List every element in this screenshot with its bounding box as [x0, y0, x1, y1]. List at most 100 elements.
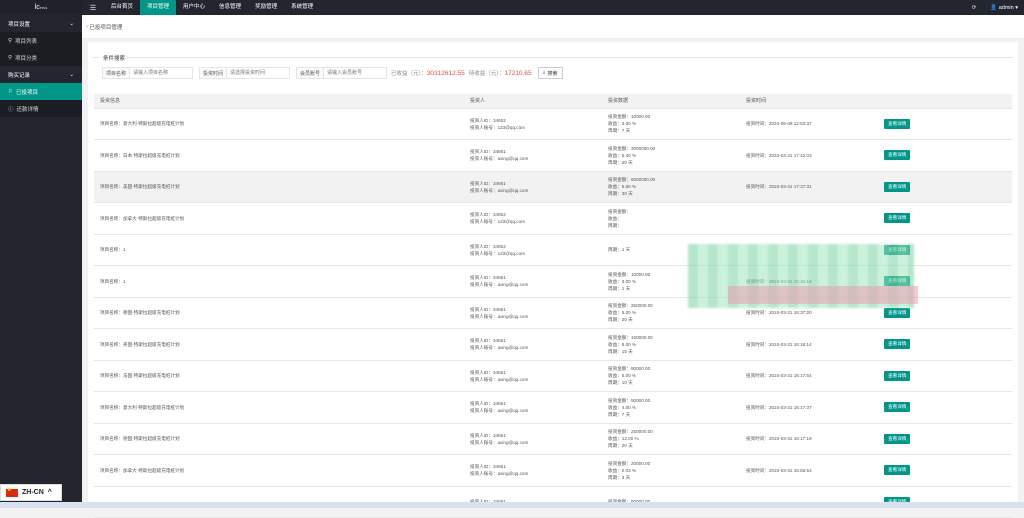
sidebar-item-1-0[interactable]: ⚐ 已投项目 — [0, 83, 82, 100]
view-details-button[interactable]: 查看详情 — [884, 150, 911, 161]
view-details-button[interactable]: 查看详情 — [884, 433, 911, 444]
invest-time-input[interactable] — [226, 67, 291, 79]
invest-amount: 投资金额：80000.00 — [608, 366, 651, 372]
nav-item-4[interactable]: 奖励管理 — [255, 4, 278, 10]
project-cell: 项目名称：德国·特斯拉超级充电桩计划 — [94, 297, 464, 329]
view-details-button[interactable]: 查看详情 — [884, 465, 911, 476]
action-cell: 查看详情 — [878, 171, 1012, 203]
invest-data-cell: 投资金额：8000000.00 收益：5.60 % 周期：30 天 — [602, 171, 740, 203]
project-cell: 项目名称：英国·特斯拉超级充电桩计划 — [94, 328, 464, 361]
view-details-button[interactable]: 查看详情 — [884, 213, 911, 224]
language-switcher[interactable]: ZH-CN^ — [0, 484, 62, 501]
sidebar-item-0-0[interactable]: ⚲ 项目列表 — [0, 32, 82, 49]
logo[interactable]: lc TPLS — [0, 0, 82, 15]
invest-time-cell: 投资时间：2024-03-31 16:17:37 — [740, 391, 878, 424]
investor-id: 投资人ID：34661 — [470, 180, 506, 186]
investor-cell: 投资人ID：34652 投资人账号：123@qq.com — [464, 108, 602, 140]
pending-earning-stat: 待收益（元）：17210.65 — [468, 70, 532, 77]
invest-time: 投资时间：2024-03-31 16:17:54 — [746, 373, 812, 379]
investor-account: 投资人账号：axing@qq.com — [470, 345, 529, 351]
view-details-button[interactable]: 查看详情 — [884, 181, 911, 192]
invest-amount: 投资金额：80000.00 — [608, 498, 740, 505]
invest-period: 周期：1 天 — [608, 247, 631, 253]
investor-id: 投资人ID：34661 — [470, 369, 506, 375]
investor-id: 投资人ID：34661 — [470, 306, 506, 312]
search-legend: 条件搜索 — [100, 54, 129, 62]
table-row: 项目名称：德国·特斯拉超级充电桩计划 投资人ID：34661 投资人账号：axing… — [94, 423, 1012, 455]
nav-item-1[interactable]: 项目管理 — [140, 0, 177, 15]
invest-data-cell: 投资金额：50000.00 收益：4.00 % 周期：7 天 — [602, 391, 740, 424]
sidebar-group-label: 购买记录 — [8, 72, 31, 79]
investor-account: 投资人账号：axing@qq.com — [470, 313, 529, 319]
project-name-input[interactable] — [129, 67, 194, 79]
view-details-button[interactable]: 查看详情 — [884, 307, 911, 318]
invest-time: 投资时间：2024-03-31 16:17:37 — [746, 404, 812, 410]
menu-toggle-icon[interactable]: ☰ — [89, 4, 97, 12]
project-cell: 项目名称：加拿大·特斯拉超级充电桩计划 — [94, 454, 464, 487]
project-name: 项目名称：英国·特斯拉超级充电桩计划 — [100, 341, 180, 347]
invest-period: 周期：20 天 — [608, 317, 633, 323]
invest-time-label: 投资时间 — [199, 67, 227, 79]
investor-id: 投资人ID：34661 — [470, 432, 506, 438]
investor-account: 投资人账号：axing@qq.com — [470, 439, 529, 445]
invest-amount: 投资金额：3000000.00 — [608, 145, 656, 151]
project-name: 项目名称：意大利·特斯拉超级充电桩计划 — [100, 404, 185, 410]
invest-period: 周期： — [608, 222, 622, 228]
nav-item-5[interactable]: 系统管理 — [291, 4, 314, 10]
redacted-area — [728, 286, 918, 304]
invest-time-cell — [740, 202, 878, 235]
table-row: 项目名称：英国·特斯拉超级充电桩计划 投资人ID：34661 投资人账号：axing… — [94, 328, 1012, 361]
column-header: 投资时间 — [740, 94, 878, 109]
invest-data-cell: 投资金额：80000.00 收益：5.00 % 周期：10 天 — [602, 360, 740, 392]
invest-amount: 投资金额：10000.00 — [608, 114, 651, 120]
invest-period: 周期：20 天 — [608, 443, 633, 449]
investor-account: 投资人账号：123@qq.com — [470, 250, 525, 256]
action-cell: 查看详情 — [878, 139, 1012, 172]
invest-rate: 收益：5.00 % — [608, 310, 637, 316]
invest-amount: 投资金额： — [608, 208, 631, 214]
view-details-button[interactable]: 查看详情 — [884, 370, 911, 381]
invest-amount: 投资金额：10000.00 — [608, 271, 651, 277]
member-account-label: 会员账号 — [296, 67, 324, 79]
invest-amount: 投资金额：20000.00 — [608, 460, 651, 466]
member-account-input[interactable] — [323, 67, 388, 79]
investor-id: 投资人ID：34652 — [470, 117, 506, 123]
link-icon: ⚲ — [8, 54, 13, 61]
investor-account: 投资人账号：axing@qq.com — [470, 408, 529, 414]
nav-item-2[interactable]: 用户中心 — [183, 4, 206, 10]
sidebar-group-1[interactable]: 购买记录 ⌄ — [0, 66, 82, 83]
sidebar-item-1-1[interactable]: ⓘ 还款详情 — [0, 100, 82, 117]
investor-cell: 投资人ID：34661 投资人账号：axing@qq.com — [464, 423, 602, 455]
flag-icon: ⚐ — [8, 88, 13, 95]
investor-id: 投资人ID：34661 — [470, 464, 506, 470]
nav-item-3[interactable]: 信息管理 — [219, 4, 242, 10]
status-strip — [0, 502, 1024, 508]
project-cell: 项目名称：美国·特斯拉超级充电桩计划 — [94, 171, 464, 203]
sidebar-item-0-1[interactable]: ⚲ 项目分类 — [0, 49, 82, 66]
search-form: 项目名称 投资时间 会员账号 已收益（元）：30312612.55 待收益（元）… — [102, 67, 563, 79]
view-details-button[interactable]: 查看详情 — [884, 118, 911, 129]
action-cell: 查看详情 — [878, 328, 1012, 361]
action-cell: 查看详情 — [878, 360, 1012, 392]
sidebar-item-label: 项目列表 — [15, 38, 38, 45]
sidebar-group-0[interactable]: 项目设置 ⌄ — [0, 15, 82, 32]
invest-rate: 收益： — [608, 215, 622, 221]
refresh-icon[interactable]: ⟳ — [971, 4, 977, 11]
project-name-label: 项目名称 — [102, 67, 130, 79]
chevron-down-icon: ⌄ — [69, 20, 74, 27]
project-name: 项目名称：德国·特斯拉超级充电桩计划 — [100, 310, 180, 316]
project-cell: 项目名称：德国·特斯拉超级充电桩计划 — [94, 423, 464, 455]
search-button[interactable]: ⌕ 搜索 — [537, 67, 563, 79]
investor-account: 投资人账号：123@qq.com — [470, 124, 525, 130]
invest-period: 周期：20 天 — [608, 159, 633, 165]
invest-data-cell: 投资金额：250000.00 收益：12.00 % 周期：20 天 — [602, 423, 740, 455]
invest-data-cell: 投资金额：20000.00 收益：0.03 % 周期：3 天 — [602, 454, 740, 487]
invest-period: 周期：10 天 — [608, 380, 633, 386]
nav-item-0[interactable]: 后台首页 — [111, 4, 134, 10]
investor-account: 投资人账号：axing@qq.com — [470, 156, 529, 162]
view-details-button[interactable]: 查看详情 — [884, 339, 911, 350]
invest-rate: 收益：5.40 % — [608, 152, 637, 158]
view-details-button[interactable]: 查看详情 — [884, 496, 911, 507]
user-menu[interactable]: 👤 admin ▾ — [990, 4, 1018, 11]
view-details-button[interactable]: 查看详情 — [884, 402, 911, 413]
